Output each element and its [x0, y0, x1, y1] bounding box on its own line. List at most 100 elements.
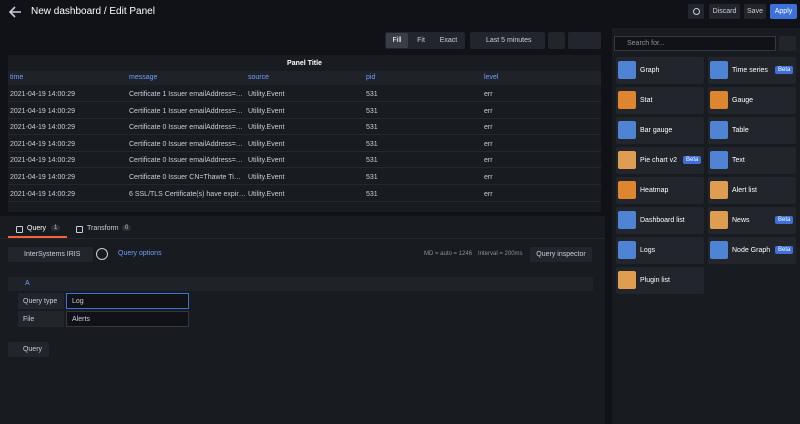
table-cell: 531 — [366, 107, 378, 115]
table-cell: 6 SSL/TLS Certificate(s) have expir… — [129, 190, 246, 198]
table-cell: Certificate 1 Issuer emailAddress=… — [129, 107, 243, 115]
header-button[interactable]: Save — [744, 4, 766, 19]
time-picker[interactable]: Last 5 minutes — [470, 32, 545, 49]
table-cell: 531 — [366, 190, 378, 198]
table-cell: Certificate 0 Issuer CN=Thawte Ti… — [129, 174, 241, 181]
viz-name: Table — [732, 127, 749, 134]
search-input[interactable]: Search for... — [614, 36, 776, 51]
viz-card[interactable]: Time series Beta — [708, 57, 796, 84]
column-header[interactable]: message — [129, 74, 158, 81]
interval: Interval = 200ms — [478, 251, 523, 257]
view-mode-button[interactable]: Fit — [417, 37, 425, 44]
datasource-picker[interactable]: InterSystems IRIS — [8, 247, 93, 262]
viz-icon — [710, 181, 728, 199]
viz-name: Stat — [640, 97, 653, 104]
table-cell: err — [484, 190, 493, 198]
viz-name: Time series — [732, 67, 768, 74]
table-cell: err — [484, 157, 493, 165]
query-options[interactable]: Query options — [118, 250, 162, 257]
viz-card[interactable]: Node Graph Beta — [708, 237, 796, 264]
query-inspector-button[interactable]: Query inspector — [530, 247, 592, 262]
viz-badge: Beta — [775, 246, 794, 254]
column-header[interactable]: level — [484, 74, 499, 81]
viz-card[interactable]: Stat — [616, 87, 704, 114]
back-arrow[interactable] — [9, 6, 23, 18]
table-cell: Certificate 0 Issuer emailAddress=… — [129, 140, 243, 148]
viz-name: Logs — [640, 247, 656, 254]
viz-badge: Beta — [683, 156, 702, 164]
view-mode-button[interactable]: Exact — [439, 37, 458, 44]
table-cell: Utility.Event — [248, 107, 285, 115]
gear-icon — [692, 8, 700, 15]
tab-underline — [8, 236, 67, 238]
tab-label[interactable]: Query — [27, 225, 47, 232]
viz-card[interactable]: Logs — [616, 237, 704, 264]
viz-name: Alert list — [732, 187, 757, 194]
viz-card[interactable]: Gauge — [708, 87, 796, 114]
table-cell: Certificate 0 Issuer emailAddress=… — [129, 157, 243, 165]
tab-count: 1 — [51, 225, 61, 231]
viz-card[interactable]: Bar gauge — [616, 117, 704, 144]
viz-badge: Beta — [775, 216, 794, 224]
table-row-divider — [8, 101, 601, 102]
viz-icon — [710, 61, 728, 79]
viz-name: Pie chart v2 — [640, 157, 677, 164]
collapse-button[interactable] — [779, 36, 796, 51]
table-cell: 531 — [366, 140, 378, 148]
table-cell: 531 — [366, 174, 378, 181]
viz-card[interactable]: Heatmap — [616, 177, 704, 204]
viz-card[interactable]: Dashboard list — [616, 207, 704, 234]
help-button[interactable] — [96, 248, 108, 260]
table-cell: err — [484, 91, 493, 98]
refresh-button[interactable] — [568, 32, 601, 49]
viz-icon — [618, 271, 636, 289]
table-header-row — [8, 71, 601, 85]
table-cell: 2021-04-19 14:00:29 — [10, 91, 75, 98]
viz-card[interactable]: Pie chart v2 Beta — [616, 147, 704, 174]
panel-title: Panel Title — [287, 60, 322, 67]
add-query-button[interactable]: Query — [8, 342, 49, 357]
viz-card[interactable]: Alert list — [708, 177, 796, 204]
viz-icon — [618, 61, 636, 79]
table-cell: 2021-04-19 14:00:29 — [10, 124, 75, 132]
select[interactable]: Log — [66, 293, 189, 309]
viz-name: Bar gauge — [640, 127, 673, 134]
viz-card[interactable]: News Beta — [708, 207, 796, 234]
query-row-header — [8, 277, 593, 291]
tab-label[interactable]: Transform — [87, 225, 119, 232]
viz-name: Heatmap — [640, 187, 669, 194]
viz-icon — [710, 211, 728, 229]
view-mode-button[interactable]: Fill — [386, 33, 408, 48]
table-cell: Utility.Event — [248, 157, 285, 165]
viz-card[interactable]: Plugin list — [616, 267, 704, 294]
column-header[interactable]: source — [248, 74, 270, 81]
viz-name: Dashboard list — [640, 217, 685, 224]
zoom-button[interactable] — [548, 32, 565, 49]
column-header[interactable]: time — [10, 74, 24, 81]
viz-icon — [710, 241, 728, 259]
query-ref-id[interactable]: A — [25, 280, 30, 287]
viz-badge: Beta — [775, 66, 794, 74]
page-title: New dashboard / Edit Panel — [31, 6, 155, 17]
tab-icon — [16, 226, 23, 233]
settings-button[interactable] — [688, 4, 704, 19]
table-cell: 2021-04-19 14:00:29 — [10, 107, 75, 115]
viz-card[interactable]: Graph — [616, 57, 704, 84]
max-data-points: MD = auto = 1246 — [424, 251, 473, 257]
table-cell: Utility.Event — [248, 124, 285, 132]
viz-icon — [710, 151, 728, 169]
table-row-divider — [8, 134, 601, 136]
select[interactable]: Alerts — [66, 311, 189, 327]
table-cell: Utility.Event — [248, 174, 285, 181]
header-button[interactable]: Discard — [709, 4, 740, 19]
table-cell: 531 — [366, 91, 378, 98]
viz-card[interactable]: Text — [708, 147, 796, 174]
table-cell: 531 — [366, 157, 378, 165]
column-header[interactable]: pid — [366, 74, 376, 81]
viz-card[interactable]: Table — [708, 117, 796, 144]
header-button[interactable]: Apply — [770, 4, 797, 19]
table-row-divider — [8, 117, 601, 119]
